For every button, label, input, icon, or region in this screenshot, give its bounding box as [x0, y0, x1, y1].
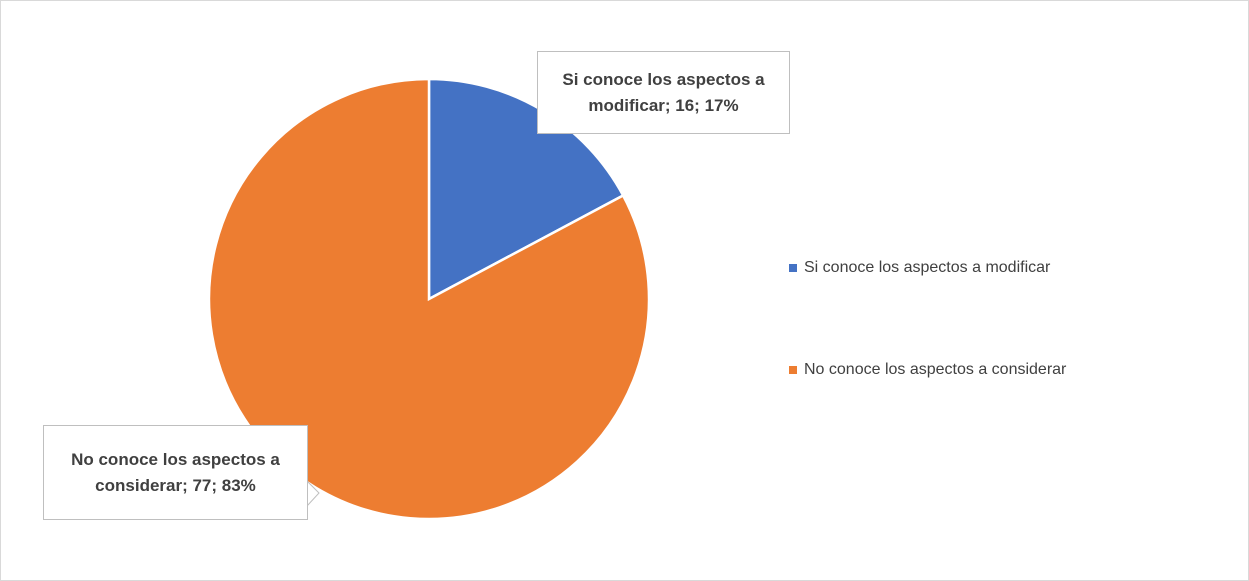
pie-slice — [207, 77, 651, 521]
data-label: No conoce los aspectos a considerar; 77;… — [43, 425, 308, 520]
legend-item: Si conoce los aspectos a modificar — [789, 259, 1050, 277]
legend-item: No conoce los aspectos a considerar — [789, 361, 1066, 379]
data-label: Si conoce los aspectos a modificar; 16; … — [537, 51, 790, 134]
legend-swatch — [789, 366, 797, 374]
legend-label: No conoce los aspectos a considerar — [804, 361, 1067, 378]
legend-swatch — [789, 264, 797, 272]
legend-label: Si conoce los aspectos a modificar — [804, 259, 1051, 276]
